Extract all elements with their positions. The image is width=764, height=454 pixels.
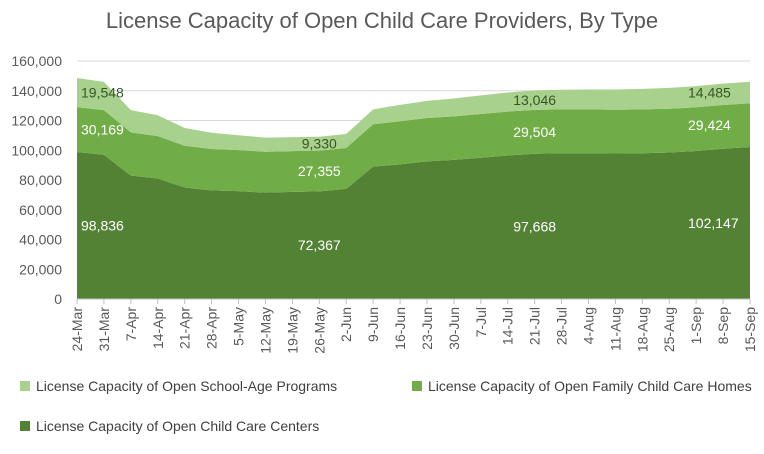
x-tick-label: 14-Apr: [150, 307, 166, 349]
y-tick-label: 120,000: [11, 113, 62, 129]
data-label: 29,424: [688, 117, 731, 133]
legend-label-family-homes: License Capacity of Open Family Child Ca…: [428, 378, 752, 394]
x-tick-label: 26-May: [311, 307, 327, 354]
data-label: 102,147: [688, 215, 739, 231]
data-label: 9,330: [302, 136, 337, 152]
axes: 0 20,000 40,000 60,000 80,000 100,000 120,000 1…: [11, 53, 758, 354]
legend-item-centers: License Capacity of Open Child Care Cent…: [20, 418, 319, 434]
data-label: 97,668: [513, 218, 556, 234]
x-tick-label: 4-Aug: [580, 307, 596, 344]
data-label: 13,046: [513, 92, 556, 108]
x-tick-label: 19-May: [284, 307, 300, 354]
x-tick-label: 5-May: [231, 307, 247, 346]
y-tick-label: 100,000: [11, 142, 62, 158]
x-tick-label: 31-Mar: [96, 307, 112, 352]
data-label: 19,548: [81, 85, 124, 101]
x-tick-label: 28-Apr: [204, 307, 220, 349]
x-tick-label: 15-Sep: [742, 307, 758, 352]
legend-swatch-family-homes: [412, 381, 422, 391]
x-tick-label: 21-Jul: [527, 307, 543, 345]
data-label: 30,169: [81, 122, 124, 138]
x-tick-label: 7-Apr: [123, 307, 139, 342]
y-tick-label: 140,000: [11, 83, 62, 99]
x-tick-label: 12-May: [257, 307, 273, 354]
y-tick-label: 80,000: [19, 172, 62, 188]
x-tick-label: 9-Jun: [365, 307, 381, 342]
area-series: [77, 78, 750, 299]
data-label: 98,836: [81, 217, 124, 233]
x-tick-label: 2-Jun: [338, 307, 354, 342]
y-tick-label: 160,000: [11, 53, 62, 69]
data-label: 27,355: [298, 163, 341, 179]
legend-item-family-homes: License Capacity of Open Family Child Ca…: [412, 378, 752, 394]
data-label: 14,485: [688, 85, 731, 101]
x-tick-label: 18-Aug: [634, 307, 650, 352]
x-tick-label: 11-Aug: [607, 307, 623, 351]
legend-swatch-centers: [20, 421, 30, 431]
y-tick-label: 40,000: [19, 232, 62, 248]
x-tick-label: 8-Sep: [715, 307, 731, 345]
x-tick-label: 23-Jun: [419, 307, 435, 350]
legend-swatch-school-age: [20, 381, 30, 391]
x-tick-label: 25-Aug: [661, 307, 677, 352]
chart-title: License Capacity of Open Child Care Prov…: [105, 8, 659, 33]
area-series-1: [77, 103, 750, 193]
area-series-2: [77, 78, 750, 152]
x-tick-label: 30-Jun: [446, 307, 462, 350]
data-labels: 19,548 30,169 98,836 9,330 27,355 72,367 13,04…: [81, 85, 739, 254]
legend-label-school-age: License Capacity of Open School-Age Prog…: [36, 378, 338, 394]
data-label: 72,367: [298, 237, 341, 253]
x-tick-label: 7-Jul: [473, 307, 489, 337]
x-tick-label: 14-Jul: [500, 307, 516, 345]
legend-label-centers: License Capacity of Open Child Care Cent…: [36, 418, 320, 434]
y-tick-label: 20,000: [19, 261, 62, 277]
x-tick-label: 21-Apr: [177, 307, 193, 349]
data-label: 29,504: [513, 124, 556, 140]
x-tick-label: 28-Jul: [554, 307, 570, 345]
area-series-0: [77, 147, 750, 299]
y-tick-label: 0: [54, 291, 62, 307]
x-tick-label: 24-Mar: [69, 307, 85, 352]
x-tick-label: 1-Sep: [688, 307, 704, 345]
y-tick-label: 60,000: [19, 202, 62, 218]
legend-item-school-age: License Capacity of Open School-Age Prog…: [20, 378, 337, 394]
x-tick-label: 16-Jun: [392, 307, 408, 350]
